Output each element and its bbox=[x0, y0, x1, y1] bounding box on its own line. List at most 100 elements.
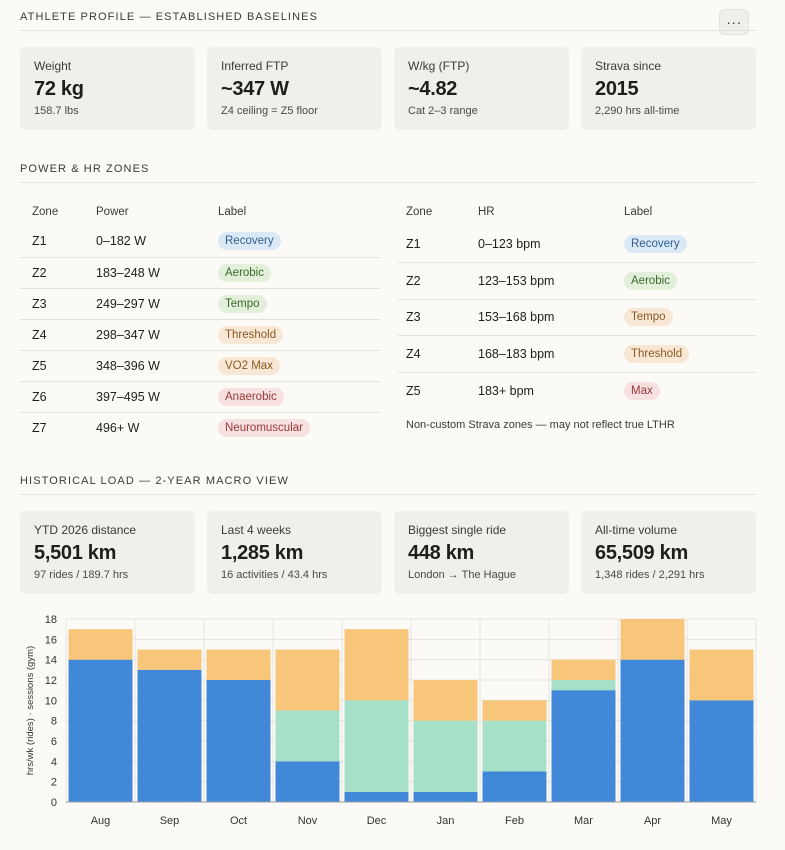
range-cell: 0–182 W bbox=[96, 234, 147, 249]
card-label: Strava since bbox=[595, 59, 662, 73]
card-label: W/kg (FTP) bbox=[408, 59, 470, 73]
card-label: Biggest single ride bbox=[408, 523, 507, 537]
zone-cell: Z5 bbox=[32, 349, 96, 381]
x-tick-label: Nov bbox=[298, 815, 318, 827]
x-tick-label: Mar bbox=[574, 815, 593, 827]
hr-zones-note: Non-custom Strava zones — may not reflec… bbox=[406, 419, 675, 431]
card-last-4-weeks: Last 4 weeks 1,285 km 16 activities / 43… bbox=[207, 511, 382, 594]
card-ftp: Inferred FTP ~347 W Z4 ceiling = Z5 floo… bbox=[207, 47, 382, 130]
y-tick-label: 10 bbox=[45, 695, 57, 707]
cell-spacer bbox=[398, 371, 406, 409]
bar-segment bbox=[689, 649, 754, 701]
y-axis-label: hrs/wk (rides) · sessions (gym) bbox=[25, 646, 36, 775]
x-tick-label: May bbox=[711, 815, 732, 827]
bar-segment bbox=[137, 649, 202, 670]
bar-segment bbox=[620, 659, 685, 802]
column-header: Power bbox=[96, 206, 129, 218]
zone-cell: Z4 bbox=[406, 335, 478, 373]
cell-spacer bbox=[20, 411, 32, 443]
x-tick-label: Dec bbox=[367, 815, 387, 827]
range-cell: 183+ bpm bbox=[478, 371, 624, 409]
card-label: All-time volume bbox=[595, 523, 678, 537]
zone-label-badge: Recovery bbox=[218, 232, 281, 251]
y-tick-label: 6 bbox=[51, 736, 57, 748]
zone-cell: Z1 bbox=[32, 234, 47, 249]
range-cell: 249–297 W bbox=[96, 287, 218, 319]
card-strava-since: Strava since 2015 2,290 hrs all-time bbox=[581, 47, 756, 130]
cell-spacer bbox=[20, 318, 32, 350]
y-tick-label: 14 bbox=[45, 655, 57, 667]
card-label: Inferred FTP bbox=[221, 59, 289, 73]
divider bbox=[20, 30, 756, 31]
range-cell: 496+ W bbox=[96, 411, 218, 443]
table-row: Z4 168–183 bpm Threshold bbox=[398, 335, 756, 373]
card-wkg: W/kg (FTP) ~4.82 Cat 2–3 range bbox=[394, 47, 569, 130]
zone-cell: Z5 bbox=[406, 371, 478, 409]
bar-segment bbox=[413, 791, 478, 802]
label-cell: Aerobic bbox=[624, 262, 756, 300]
column-header: Zone bbox=[406, 206, 433, 218]
bar-segment bbox=[206, 649, 271, 680]
x-tick-label: Apr bbox=[644, 815, 661, 827]
label-cell: Tempo bbox=[218, 287, 380, 319]
zone-cell: Z3 bbox=[406, 298, 478, 336]
cell-spacer bbox=[20, 349, 32, 381]
zone-label-badge: Anaerobic bbox=[218, 387, 284, 406]
bar-segment bbox=[68, 659, 133, 802]
range-cell: 298–347 W bbox=[96, 318, 218, 350]
x-tick-label: Feb bbox=[505, 815, 524, 827]
bar-segment bbox=[206, 680, 271, 802]
y-tick-label: 8 bbox=[51, 716, 57, 728]
zone-label-badge: Tempo bbox=[218, 294, 267, 313]
table-row: Z1 0–182 W Recovery bbox=[20, 226, 380, 257]
card-sub: 16 activities / 43.4 hrs bbox=[221, 569, 328, 581]
card-value: ~4.82 bbox=[408, 78, 458, 100]
bar-segment bbox=[137, 669, 202, 802]
zone-cell: Z7 bbox=[32, 411, 96, 443]
card-weight: Weight 72 kg 158.7 lbs bbox=[20, 47, 195, 130]
y-tick-label: 16 bbox=[45, 634, 57, 646]
y-tick-label: 18 bbox=[45, 614, 57, 626]
card-sub: 97 rides / 189.7 hrs bbox=[34, 569, 129, 581]
table-header-row: Zone HR Label bbox=[398, 198, 756, 226]
table-row: Z5 348–396 W VO2 Max bbox=[20, 349, 380, 381]
table-row: Z1 0–123 bpm Recovery bbox=[398, 226, 756, 263]
card-biggest-ride: Biggest single ride 448 km London → The … bbox=[394, 511, 569, 594]
range-cell: 183–248 W bbox=[96, 256, 218, 288]
card-value: 5,501 km bbox=[34, 542, 117, 564]
bar-segment bbox=[482, 720, 547, 772]
label-cell: Anaerobic bbox=[218, 380, 380, 412]
y-tick-label: 0 bbox=[51, 797, 57, 809]
bar-segment bbox=[275, 710, 340, 762]
y-tick-label: 4 bbox=[51, 756, 57, 768]
profile-cards: Weight 72 kg 158.7 lbs Inferred FTP ~347… bbox=[20, 47, 756, 130]
card-ytd-distance: YTD 2026 distance 5,501 km 97 rides / 18… bbox=[20, 511, 195, 594]
label-cell: Recovery bbox=[218, 226, 380, 257]
range-cell: 0–123 bpm bbox=[478, 237, 541, 252]
section-title-profile: ATHLETE PROFILE — ESTABLISHED BASELINES bbox=[20, 11, 319, 23]
label-cell: VO2 Max bbox=[218, 349, 380, 381]
bar-segment bbox=[482, 771, 547, 802]
zone-label-badge: Max bbox=[624, 381, 660, 400]
section-title-load: HISTORICAL LOAD — 2-YEAR MACRO VIEW bbox=[20, 475, 289, 487]
cell-spacer bbox=[398, 226, 406, 263]
card-sub: Cat 2–3 range bbox=[408, 105, 478, 117]
card-sub: Z4 ceiling = Z5 floor bbox=[221, 105, 318, 117]
zone-cell: Z3 bbox=[32, 287, 96, 319]
card-sub: London → The Hague bbox=[408, 569, 517, 581]
label-cell: Recovery bbox=[624, 226, 756, 263]
card-value: 1,285 km bbox=[221, 542, 304, 564]
zone-label-badge: Threshold bbox=[218, 325, 284, 344]
table-row: Z7 496+ W Neuromuscular bbox=[20, 411, 380, 443]
range-cell: 123–153 bpm bbox=[478, 262, 624, 300]
bar-segment bbox=[413, 720, 478, 792]
bar-segment bbox=[344, 629, 409, 701]
range-cell: 397–495 W bbox=[96, 380, 218, 412]
hr-zones-table: Zone HR Label Z1 0–123 bpm Recovery Z2 123–1… bbox=[398, 198, 756, 409]
card-label: Weight bbox=[34, 59, 72, 73]
range-cell: 168–183 bpm bbox=[478, 335, 624, 373]
zone-label-badge: Neuromuscular bbox=[218, 418, 310, 437]
card-sub: 1,348 rides / 2,291 hrs bbox=[595, 569, 705, 581]
more-options-button[interactable]: ··· bbox=[719, 9, 749, 35]
column-header: Label bbox=[624, 206, 653, 218]
